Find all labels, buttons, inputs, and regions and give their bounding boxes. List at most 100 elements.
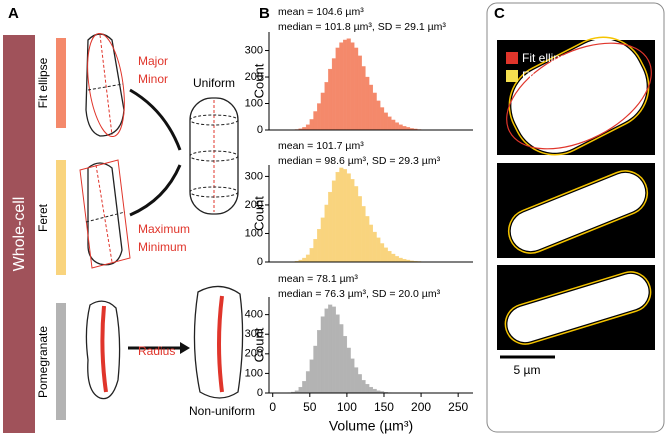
bar	[299, 387, 303, 393]
y-tick-label: 100	[245, 227, 263, 239]
x-tick-label: 200	[411, 400, 431, 414]
annotation: median = 98.6 µm³, SD = 29.3 µm³	[278, 155, 441, 167]
bar	[314, 111, 318, 130]
y-tick-label: 300	[245, 44, 263, 56]
bar	[362, 66, 366, 130]
bar	[339, 168, 343, 262]
bar	[343, 40, 347, 130]
note: Uniform	[193, 76, 235, 90]
bar	[380, 107, 384, 130]
bar	[351, 179, 355, 262]
bar	[365, 77, 369, 130]
row-label: Fit ellipse	[36, 57, 50, 108]
bar	[365, 216, 369, 262]
bar	[347, 39, 351, 130]
bar	[351, 43, 355, 130]
bar	[328, 192, 332, 262]
panel-label: A	[8, 5, 19, 22]
bar	[388, 117, 392, 130]
side-label: Whole-cell	[11, 197, 28, 272]
bar	[321, 218, 325, 262]
bar	[317, 330, 321, 393]
annotation: mean = 104.6 µm³	[278, 6, 364, 18]
bar	[362, 206, 366, 262]
bar	[314, 346, 318, 393]
bar	[395, 256, 399, 262]
scale-bar-label: 5 µm	[514, 363, 541, 377]
bar	[310, 119, 314, 130]
bar	[310, 248, 314, 262]
bar	[339, 324, 343, 393]
bar	[302, 258, 306, 262]
row-bar	[56, 38, 66, 128]
x-tick-label: 0	[269, 400, 276, 414]
annotation: mean = 78.1 µm³	[278, 273, 358, 285]
bar	[384, 113, 388, 130]
legend-label: Feret	[522, 69, 551, 83]
panel-label: C	[494, 5, 505, 22]
x-tick-label: 150	[374, 400, 394, 414]
bar	[343, 169, 347, 262]
bar	[325, 309, 329, 393]
y-tick-label: 200	[245, 348, 263, 360]
bar	[373, 93, 377, 130]
bar	[328, 305, 332, 393]
row-bar	[56, 160, 66, 275]
bar	[336, 315, 340, 393]
bar	[399, 258, 403, 262]
y-tick-label: 300	[245, 328, 263, 340]
bar	[310, 360, 314, 393]
bar	[369, 225, 373, 262]
row-label: Feret	[36, 203, 50, 232]
bar	[325, 82, 329, 130]
note: Minimum	[138, 240, 187, 254]
bar	[399, 125, 403, 130]
bar	[384, 248, 388, 262]
row-label: Pomegranate	[36, 326, 50, 398]
bar	[339, 43, 343, 130]
bar	[377, 238, 381, 262]
bar	[347, 348, 351, 393]
bar	[395, 123, 399, 130]
note: Minor	[138, 72, 168, 86]
bar	[369, 387, 373, 393]
y-tick-label: 200	[245, 71, 263, 83]
y-tick-label: 0	[257, 256, 263, 268]
bar	[354, 48, 358, 130]
panel-label: B	[259, 5, 270, 22]
bar	[347, 174, 351, 262]
y-tick-label: 0	[257, 124, 263, 136]
y-tick-label: 100	[245, 367, 263, 379]
bar	[332, 58, 336, 130]
y-tick-label: 100	[245, 97, 263, 109]
bar	[343, 336, 347, 393]
bar	[306, 255, 310, 262]
bar	[328, 69, 332, 130]
bar	[358, 196, 362, 262]
bar	[373, 232, 377, 262]
annotation: mean = 101.7 µm³	[278, 140, 364, 152]
note: Major	[138, 54, 168, 68]
bar	[306, 125, 310, 130]
bar	[321, 93, 325, 130]
bar	[317, 104, 321, 130]
note: Radius	[138, 344, 175, 358]
x-tick-label: 50	[303, 400, 317, 414]
y-tick-label: 0	[257, 387, 263, 399]
x-tick-label: 100	[337, 400, 357, 414]
bar	[325, 205, 329, 262]
bar	[351, 359, 355, 393]
bar	[365, 384, 369, 393]
bar	[380, 243, 384, 262]
bar	[358, 56, 362, 130]
x-tick-label: 250	[448, 400, 468, 414]
bar	[403, 126, 407, 130]
bar	[377, 101, 381, 130]
bar	[302, 381, 306, 393]
note: Non-uniform	[189, 404, 255, 418]
bar	[369, 85, 373, 130]
bar	[391, 120, 395, 130]
y-tick-label: 300	[245, 170, 263, 182]
annotation: median = 101.8 µm³, SD = 29.1 µm³	[278, 21, 446, 33]
